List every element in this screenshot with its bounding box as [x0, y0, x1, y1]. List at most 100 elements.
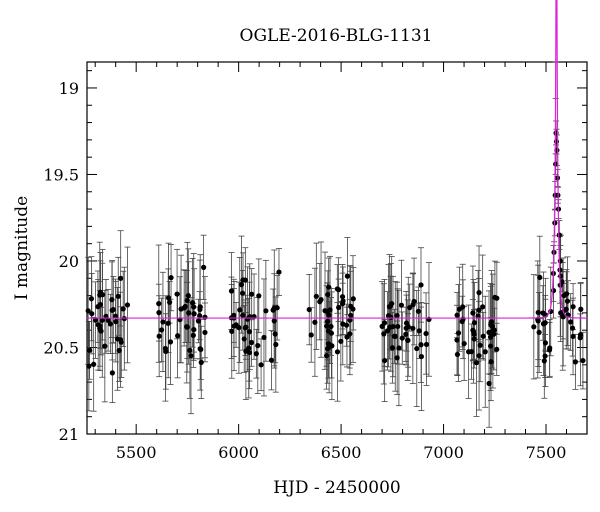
data-point: [168, 275, 174, 281]
data-point: [542, 340, 549, 346]
data-point: [256, 293, 262, 299]
data-point: [561, 292, 567, 299]
data-point: [396, 345, 402, 351]
data-point: [116, 347, 122, 354]
data-point: [271, 318, 277, 324]
data-point: [236, 325, 242, 331]
data-point: [323, 353, 330, 359]
x-tick-label: 7500: [526, 443, 567, 462]
data-point: [347, 317, 353, 323]
data-point: [542, 353, 548, 359]
x-axis-label: HJD - 2450000: [273, 478, 401, 498]
data-point: [394, 355, 400, 361]
tick-labels: 5500 6000 6500 7000 7500 19 19.5 20 20.5 21: [43, 79, 566, 462]
data-point: [475, 313, 481, 319]
data-point: [542, 320, 548, 326]
data-point: [102, 343, 108, 349]
data-point: [86, 347, 93, 353]
data-point: [339, 294, 346, 300]
data-point: [494, 346, 500, 352]
data-point: [118, 275, 124, 281]
data-point: [423, 341, 430, 348]
data-point: [255, 342, 261, 349]
data-point: [229, 328, 235, 334]
data-point: [394, 313, 400, 319]
data-point: [274, 305, 280, 311]
data-point: [325, 346, 331, 352]
chart-title: OGLE-2016-BLG-1131: [240, 26, 433, 46]
data-point: [454, 312, 460, 318]
data-point: [249, 291, 255, 297]
data-point: [246, 345, 252, 351]
data-point: [471, 336, 477, 342]
data-point: [99, 317, 105, 323]
data-point: [308, 332, 314, 338]
y-tick-label: 19.5: [43, 165, 79, 184]
data-point: [473, 360, 480, 366]
data-point: [115, 293, 121, 299]
data-point: [242, 325, 248, 331]
data-point: [158, 327, 165, 333]
data-point: [460, 316, 466, 322]
data-point: [317, 299, 323, 305]
data-point: [570, 304, 576, 310]
data-point: [258, 362, 264, 368]
data-point: [470, 310, 476, 316]
data-point: [191, 326, 197, 333]
data-point: [89, 311, 95, 317]
data-point: [160, 319, 166, 325]
data-point: [389, 345, 396, 351]
data-point: [482, 349, 488, 355]
data-point: [398, 302, 405, 308]
data-point: [202, 314, 208, 320]
x-tick-label: 6500: [321, 443, 362, 462]
data-point: [470, 327, 476, 333]
data-points: [85, 130, 586, 387]
data-point: [86, 363, 92, 369]
data-point: [487, 334, 494, 340]
data-point: [156, 310, 162, 316]
data-point: [547, 345, 553, 351]
data-point: [456, 306, 462, 312]
data-point: [550, 287, 557, 294]
data-point: [162, 345, 168, 352]
data-point: [240, 277, 246, 283]
data-point: [350, 296, 356, 302]
data-point: [578, 306, 584, 312]
data-point: [198, 359, 204, 365]
data-point: [248, 339, 255, 346]
data-point: [268, 357, 275, 363]
data-point: [336, 304, 342, 311]
data-point: [423, 330, 429, 337]
data-point: [572, 359, 578, 365]
data-point: [416, 328, 422, 334]
data-point: [240, 312, 246, 318]
data-point: [165, 320, 171, 326]
data-point: [387, 303, 394, 309]
data-point: [415, 308, 421, 314]
data-point: [313, 293, 319, 299]
data-point: [560, 314, 566, 320]
data-point: [382, 357, 388, 364]
data-point: [201, 264, 207, 270]
data-point: [563, 306, 569, 312]
data-point: [88, 296, 95, 302]
data-point: [105, 317, 111, 323]
data-point: [340, 321, 346, 327]
data-point: [564, 298, 571, 304]
data-point: [395, 323, 401, 330]
data-point: [253, 351, 259, 357]
data-point: [228, 288, 235, 294]
data-point: [556, 232, 562, 238]
data-point: [480, 304, 486, 310]
data-point: [312, 319, 318, 325]
data-point: [494, 295, 500, 301]
data-point: [109, 307, 115, 313]
data-point: [471, 320, 478, 326]
data-point: [328, 330, 335, 336]
data-point: [348, 312, 354, 319]
data-point: [202, 329, 208, 336]
data-point: [324, 318, 331, 324]
data-point: [246, 329, 253, 335]
data-point: [197, 313, 203, 319]
